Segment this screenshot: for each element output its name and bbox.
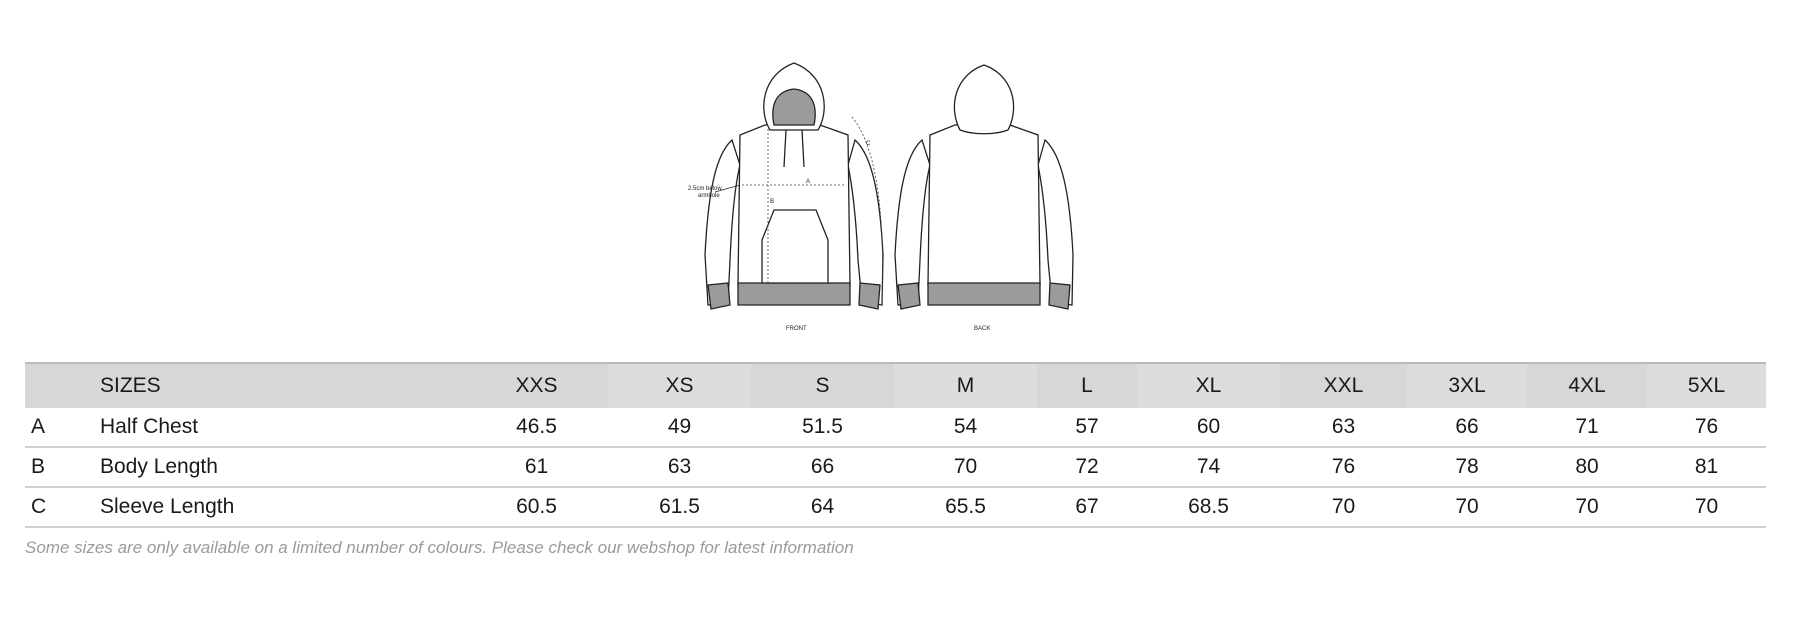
back-label: BACK <box>974 326 990 332</box>
table-cell: 78 <box>1455 455 1479 478</box>
table-cell: 63 <box>1331 415 1356 438</box>
table-cell: 68.5 <box>1188 495 1229 518</box>
table-cell: 71 <box>1575 415 1599 438</box>
hoodie-front-drawing <box>704 62 884 310</box>
armhole-note-line2: armhole <box>698 193 720 199</box>
table-row-body-length: B Body Length 61 63 66 70 72 74 76 78 80… <box>25 447 1766 487</box>
table-cell: 74 <box>1196 455 1221 478</box>
row-letter: C <box>31 495 47 518</box>
hoodie-diagram: 2.5cm below armhole A B C FRONT BACK <box>670 55 1120 345</box>
table-cell: 72 <box>1075 455 1099 478</box>
size-header-xl: XL <box>1137 362 1280 408</box>
row-letter: B <box>31 455 46 478</box>
table-cell: 65.5 <box>945 495 986 518</box>
table-cell: 61 <box>524 455 549 478</box>
size-header-xxl: XXL <box>1280 362 1407 408</box>
table-cell: 80 <box>1575 455 1599 478</box>
row-measurement-name: Body Length <box>100 455 218 478</box>
size-header-xs: XS <box>608 362 751 408</box>
size-header-l: L <box>1037 362 1137 408</box>
table-cell: 51.5 <box>802 415 843 438</box>
hoodie-illustration: 2.5cm below armhole A B C FRONT BACK <box>688 62 1074 332</box>
table-cell: 66 <box>810 455 835 478</box>
table-cell: 63 <box>667 455 692 478</box>
table-row-half-chest: A Half Chest 46.5 49 51.5 54 57 60 63 66… <box>25 408 1766 447</box>
table-cell: 76 <box>1331 455 1356 478</box>
header-cell <box>25 362 100 408</box>
front-label: FRONT <box>786 326 807 332</box>
table-cell: 76 <box>1694 415 1719 438</box>
table-cell: 70 <box>1694 495 1719 518</box>
row-letter: A <box>31 415 46 438</box>
table-row-sleeve-length: C Sleeve Length 60.5 61.5 64 65.5 67 68.… <box>25 487 1766 527</box>
table-cell: 46.5 <box>516 415 557 438</box>
row-measurement-name: Half Chest <box>100 415 199 438</box>
table-cell: 67 <box>1075 495 1099 518</box>
size-header-4xl: 4XL <box>1527 362 1647 408</box>
size-header-row: SIZES XXS XS S M L XL XXL 3XL 4XL 5XL <box>25 362 1766 408</box>
size-header-m: M <box>894 362 1037 408</box>
armhole-note-line1: 2.5cm below <box>688 186 722 192</box>
table-cell: 70 <box>953 455 978 478</box>
table-cell: 60 <box>1196 415 1221 438</box>
table-cell: 57 <box>1075 415 1099 438</box>
sizes-header: SIZES <box>100 362 465 408</box>
size-header-xxs: XXS <box>465 362 608 408</box>
size-chart-table: SIZES XXS XS S M L XL XXL 3XL 4XL 5XL A … <box>25 362 1766 528</box>
table-cell: 60.5 <box>516 495 557 518</box>
measure-c-label: C <box>866 141 871 147</box>
availability-footnote: Some sizes are only available on a limit… <box>25 538 854 557</box>
size-header-3xl: 3XL <box>1407 362 1527 408</box>
row-measurement-name: Sleeve Length <box>100 495 235 518</box>
table-cell: 70 <box>1575 495 1599 518</box>
measure-b-label: B <box>770 199 774 205</box>
table-cell: 61.5 <box>659 495 700 518</box>
table-cell: 54 <box>953 415 978 438</box>
measurement-lines <box>742 116 883 301</box>
table-cell: 81 <box>1694 455 1719 478</box>
size-header-s: S <box>751 362 894 408</box>
table-cell: 66 <box>1455 415 1479 438</box>
size-header-5xl: 5XL <box>1647 362 1766 408</box>
table-cell: 70 <box>1455 495 1479 518</box>
table-cell: 49 <box>667 415 692 438</box>
hoodie-back-drawing <box>894 64 1074 310</box>
measure-a-label: A <box>806 179 810 185</box>
table-cell: 64 <box>810 495 835 518</box>
table-cell: 70 <box>1331 495 1356 518</box>
